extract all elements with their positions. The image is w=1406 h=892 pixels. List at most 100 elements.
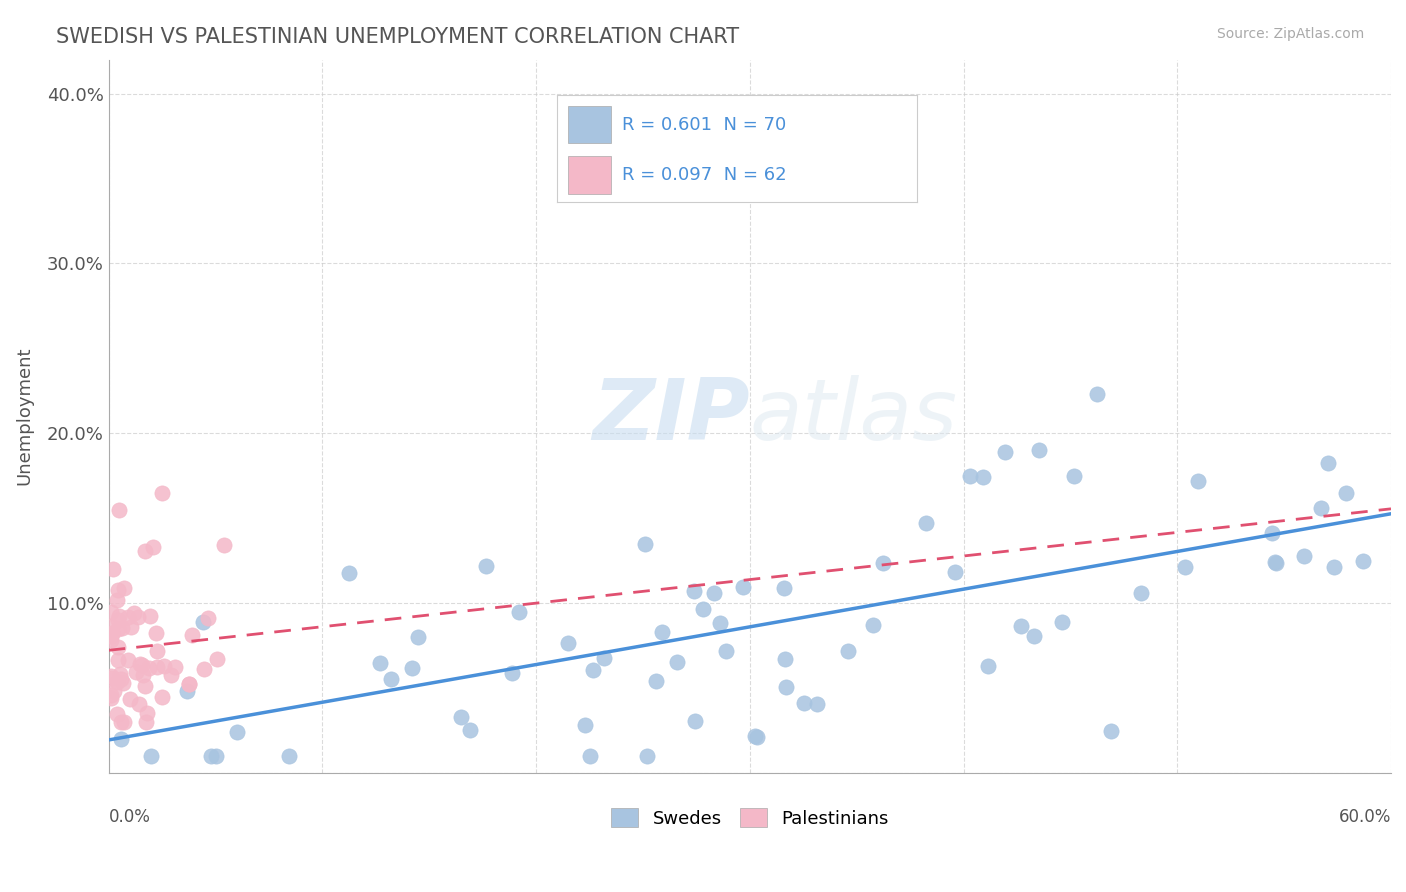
Point [277,748,299,763]
Point [108,608,131,623]
Point [108,502,131,516]
Point [120,620,142,634]
Point [745,730,768,744]
Point [132,668,155,682]
Point [408,630,430,644]
Point [100,629,122,643]
Point [1063,469,1085,483]
Point [200,748,222,763]
Point [100,671,122,685]
Point [128,697,150,711]
Text: 60.0%: 60.0% [1339,808,1391,826]
Point [773,582,796,596]
Point [107,582,129,597]
Text: 0.0%: 0.0% [108,808,150,826]
Point [107,614,129,628]
Point [108,667,131,681]
Point [100,690,122,705]
Text: Source: ZipAtlas.com: Source: ZipAtlas.com [1216,27,1364,41]
Point [138,661,160,675]
Point [651,625,673,640]
Point [205,652,228,666]
Point [129,657,152,671]
Point [401,661,423,675]
Point [197,611,219,625]
Point [118,691,141,706]
Point [100,669,122,683]
Point [146,660,169,674]
Point [111,621,134,635]
Point [872,556,894,570]
Point [716,644,738,658]
Point [117,653,139,667]
Point [191,615,214,630]
Point [1261,526,1284,541]
Point [131,658,153,673]
Point [1323,559,1346,574]
Point [862,617,884,632]
Point [633,536,655,550]
Point [134,543,156,558]
Point [474,559,496,574]
Point [1351,554,1374,568]
Point [460,723,482,737]
Point [145,626,167,640]
Point [138,608,160,623]
Point [709,615,731,630]
Point [744,729,766,743]
Point [163,659,186,673]
Point [176,683,198,698]
Point [450,710,472,724]
Point [105,675,128,690]
Point [645,673,668,688]
Point [100,629,122,643]
Point [107,653,129,667]
Point [368,656,391,670]
Point [181,628,204,642]
Point [1174,559,1197,574]
Point [582,663,605,677]
Point [665,655,688,669]
Point [153,658,176,673]
Point [994,445,1017,459]
Point [733,580,755,594]
Point [703,585,725,599]
Point [337,566,360,581]
Point [773,651,796,665]
Point [110,672,132,686]
Point [105,592,128,607]
Point [1022,629,1045,643]
Point [110,732,132,747]
Point [135,714,157,729]
Point [1265,556,1288,570]
Point [574,718,596,732]
Point [205,748,228,763]
Point [107,640,129,654]
Text: atlas: atlas [749,375,957,458]
Point [150,485,173,500]
Point [103,684,125,698]
Point [508,605,530,619]
Point [124,665,146,679]
Point [107,622,129,636]
Text: SWEDISH VS PALESTINIAN UNEMPLOYMENT CORRELATION CHART: SWEDISH VS PALESTINIAN UNEMPLOYMENT CORR… [56,27,740,46]
Point [380,672,402,686]
Point [177,677,200,691]
Point [225,724,247,739]
Point [193,662,215,676]
Point [1010,619,1032,633]
Point [177,676,200,690]
Point [915,516,938,530]
Legend: Swedes, Palestinians: Swedes, Palestinians [603,801,896,835]
Point [977,659,1000,673]
Point [117,609,139,624]
Point [1336,486,1358,500]
Point [142,541,165,555]
Point [127,610,149,624]
Point [160,668,183,682]
Point [100,688,122,702]
Point [1316,456,1339,470]
Point [683,714,706,728]
Point [100,605,122,619]
Point [943,565,966,579]
